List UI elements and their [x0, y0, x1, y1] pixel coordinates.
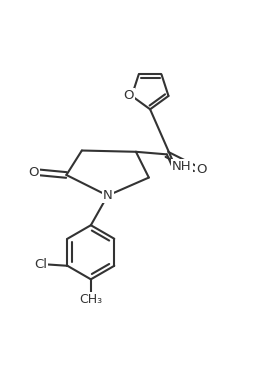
Text: CH₃: CH₃ [79, 293, 102, 307]
Text: N: N [103, 189, 112, 202]
Text: O: O [196, 163, 207, 176]
Text: O: O [123, 89, 134, 102]
Text: NH: NH [172, 160, 192, 173]
Text: Cl: Cl [34, 258, 47, 271]
Text: O: O [28, 166, 39, 179]
